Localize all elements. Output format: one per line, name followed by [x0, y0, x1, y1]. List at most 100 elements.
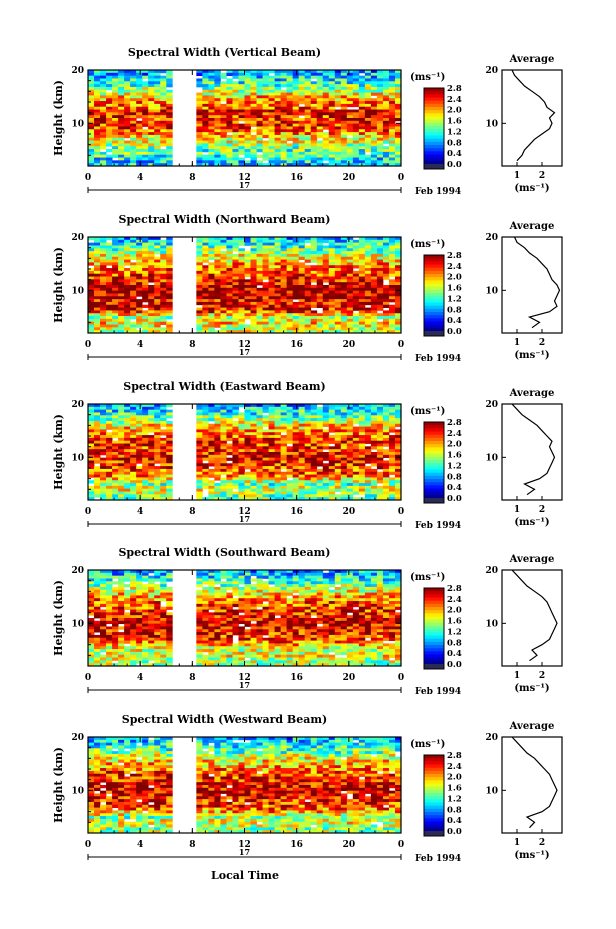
heatmap-cell — [376, 78, 384, 82]
heatmap-cell — [304, 115, 312, 119]
heatmap-cell — [166, 72, 173, 77]
heatmap-cell — [304, 406, 312, 411]
heatmap-cell — [142, 477, 149, 481]
heatmap-cell — [94, 426, 101, 430]
heatmap-cell — [274, 452, 282, 456]
heatmap-cell — [316, 262, 324, 266]
heatmap-cell — [274, 149, 282, 153]
heatmap-cell — [148, 123, 155, 127]
heatmap-cell — [310, 463, 318, 467]
heatmap-cell — [382, 276, 390, 280]
colorbar-tick-label: 1.6 — [447, 117, 462, 127]
heatmap-cell — [292, 154, 300, 158]
heatmap-cell — [196, 330, 203, 334]
heatmap-cell — [364, 285, 372, 289]
heatmap-cell — [136, 324, 143, 328]
heatmap-cell — [358, 92, 366, 96]
heatmap-cell — [142, 118, 149, 122]
heatmap-cell — [268, 259, 275, 263]
heatmap-cell — [316, 474, 324, 478]
heatmap-cell — [106, 92, 113, 96]
heatmap-cell — [244, 149, 251, 153]
heatmap-cell — [274, 279, 282, 283]
heatmap-cell — [118, 285, 125, 289]
heatmap-cell — [220, 143, 227, 147]
heatmap-cell — [328, 237, 336, 241]
heatmap-cell — [334, 126, 342, 130]
heatmap-cell — [310, 265, 318, 269]
heatmap-cell — [262, 457, 269, 461]
heatmap-cell — [334, 86, 342, 91]
heatmap-cell — [310, 143, 318, 147]
heatmap-cell — [310, 327, 318, 331]
heatmap-cell — [394, 497, 402, 501]
heatmap-cell — [280, 412, 288, 416]
heatmap-cell — [286, 120, 294, 125]
heatmap-cell — [124, 268, 131, 272]
y-axis-title: Height (km) — [52, 414, 65, 490]
profile-y-tick-label: 10 — [485, 119, 498, 129]
heatmap-cell — [274, 415, 282, 419]
heatmap-cell — [274, 75, 282, 79]
heatmap-cell — [136, 429, 143, 433]
heatmap-cell — [226, 154, 233, 158]
heatmap-cell — [262, 437, 269, 442]
heatmap-cell — [148, 330, 155, 334]
heatmap-cell — [196, 327, 203, 331]
heatmap-cell — [202, 109, 209, 113]
heatmap-cell — [262, 109, 269, 113]
heatmap-cell — [262, 140, 269, 144]
heatmap-cell — [382, 466, 390, 470]
heatmap-cell — [100, 137, 107, 141]
heatmap-cell — [376, 285, 384, 289]
heatmap-cell — [364, 310, 372, 314]
heatmap-cell — [196, 270, 203, 275]
heatmap-cell — [112, 118, 119, 122]
heatmap-cell — [262, 268, 269, 272]
heatmap-cell — [154, 480, 161, 484]
heatmap-cell — [202, 310, 209, 314]
heatmap-cell — [196, 471, 203, 475]
heatmap-cell — [286, 262, 294, 266]
colorbar: 2.82.42.01.61.20.80.40.0 — [423, 84, 462, 170]
heatmap-cell — [142, 488, 149, 492]
heatmap-cell — [292, 406, 300, 411]
heatmap-cell — [196, 313, 203, 317]
heatmap-cell — [154, 443, 161, 447]
heatmap-cell — [310, 120, 318, 125]
heatmap-cell — [286, 137, 294, 141]
heatmap-cell — [262, 494, 269, 498]
heatmap-cell — [268, 273, 275, 277]
heatmap-cell — [244, 471, 251, 475]
heatmap-cell — [298, 412, 306, 416]
heatmap-cell — [394, 296, 402, 300]
heatmap-cell — [250, 72, 257, 77]
heatmap-cell — [88, 146, 95, 150]
heatmap-cell — [298, 146, 306, 150]
heatmap-cell — [130, 316, 137, 320]
heatmap-cell — [316, 406, 324, 411]
heatmap-cell — [316, 126, 324, 130]
heatmap-cell — [202, 285, 209, 289]
heatmap-cell — [316, 92, 324, 96]
heatmap-cell — [124, 151, 131, 156]
heatmap-cell — [202, 149, 209, 153]
heatmap-cell — [304, 466, 312, 470]
heatmap-cell — [106, 468, 113, 473]
heatmap-cell — [286, 483, 294, 487]
heatmap-cell — [280, 296, 288, 300]
heatmap-cell — [394, 137, 402, 141]
colorbar-segment — [424, 280, 444, 284]
heatmap-cell — [196, 316, 203, 320]
heatmap-cell — [322, 423, 330, 427]
heatmap-cell — [364, 494, 372, 498]
heatmap-cell — [340, 452, 348, 456]
heatmap-cell — [118, 140, 125, 144]
heatmap-cell — [256, 92, 263, 96]
heatmap-cell — [304, 412, 312, 416]
heatmap-cell — [220, 276, 227, 280]
colorbar-segment — [424, 157, 444, 162]
heatmap-cell — [376, 415, 384, 419]
heatmap-cell — [220, 262, 227, 266]
heatmap-cell — [142, 299, 149, 303]
